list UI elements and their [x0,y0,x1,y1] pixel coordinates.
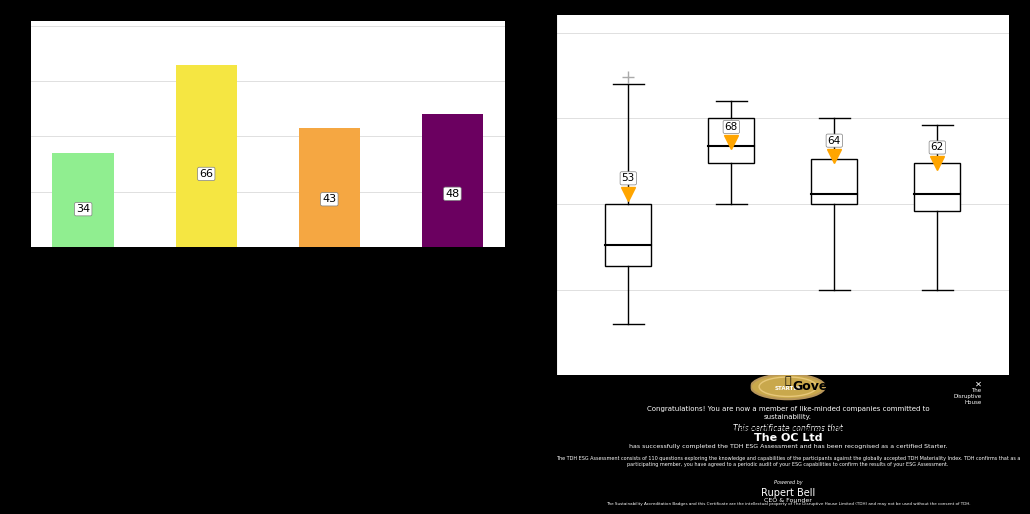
Text: 2. Social:: 2. Social: [21,356,67,365]
Text: 62: 62 [931,142,943,153]
Text: Rupert Bell: Rupert Bell [761,488,815,498]
Text: Governance ensures everyone in an organisation follows appropriate and transpare: Governance ensures everyone in an organi… [84,425,1009,445]
Circle shape [751,374,825,399]
FancyBboxPatch shape [812,159,857,204]
Bar [421,114,483,247]
Text: STARTER: STARTER [775,386,801,391]
Text: The
Disruptive
House: The Disruptive House [954,388,982,405]
Text: The Sustainability Accreditation Badges and this Certificate are the intellectua: The Sustainability Accreditation Badges … [606,502,970,506]
Text: This certificate confirms that: This certificate confirms that [733,424,843,433]
FancyBboxPatch shape [709,118,754,163]
Text: Powered by: Powered by [774,480,802,485]
Text: 1. Environmental:: 1. Environmental: [21,302,111,310]
Text: 3. Governance:: 3. Governance: [21,425,98,434]
Text: The OC Ltd: The OC Ltd [754,432,822,443]
Text: ESG - overall score 62: ESG - overall score 62 [556,0,725,7]
Text: 43: 43 [322,194,337,204]
Text: sustainability.: sustainability. [764,414,812,420]
Text: 48: 48 [445,189,459,199]
Text: 34: 34 [76,204,91,214]
Text: Social factors are becoming increasingly prominent within ESG as they impact the: Social factors are becoming increasingly… [67,356,1026,375]
FancyBboxPatch shape [915,163,960,211]
Bar [175,65,237,247]
Text: The ESG Assessment analyses a company’s environmental, social and governance pol: The ESG Assessment analyses a company’s … [21,269,500,279]
Bar [53,153,114,247]
FancyBboxPatch shape [606,204,651,266]
Text: The TDH ESG Assessment consists of 110 questions exploring the knowledge and cap: The TDH ESG Assessment consists of 110 q… [556,456,1020,467]
Text: 🌱: 🌱 [785,376,791,386]
Text: Congratulations! You are now a member of like-minded companies committed to: Congratulations! You are now a member of… [647,406,929,412]
Text: The overall approach to the environment pillar from energy consumption, waste an: The overall approach to the environment … [92,302,1012,321]
Bar [299,128,360,247]
Text: 68: 68 [725,122,737,132]
Y-axis label: Score: Score [512,178,524,213]
Y-axis label: Score: Score [0,120,8,147]
Text: 66: 66 [199,169,213,179]
Text: ✕: ✕ [974,380,982,389]
Text: has successfully completed the TDH ESG Assessment and has been recognised as a c: has successfully completed the TDH ESG A… [628,444,948,449]
Text: 64: 64 [828,136,840,145]
Text: CEO & Founder: CEO & Founder [764,498,812,503]
Text: 53: 53 [622,173,634,183]
